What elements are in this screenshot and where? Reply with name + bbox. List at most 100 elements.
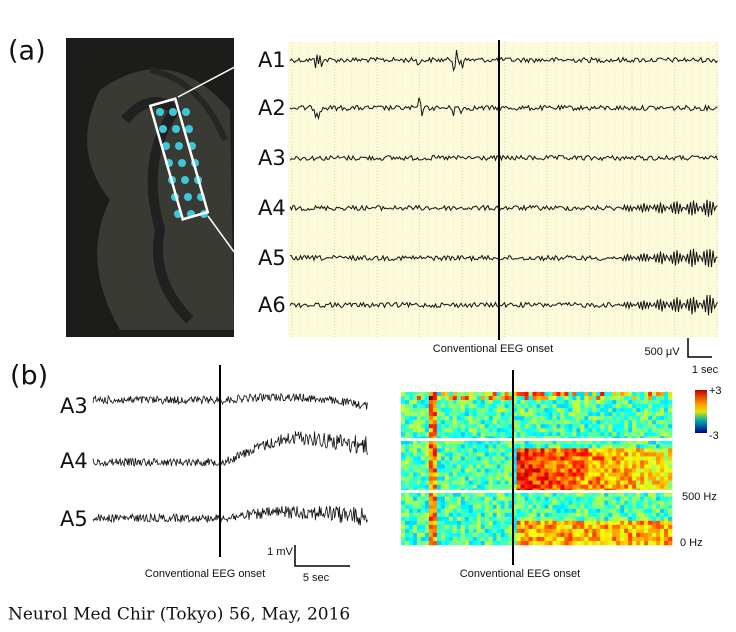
eeg-trace (289, 248, 718, 268)
spectrogram-cell (628, 524, 633, 530)
spectrogram-cell (612, 424, 617, 429)
spectrogram-cell (484, 440, 489, 445)
spectrogram-cell (512, 420, 517, 425)
spectrogram-cell (608, 468, 613, 473)
spectrogram-cell (508, 448, 513, 453)
spectrogram-cell (480, 444, 485, 449)
spectrogram-cell (508, 412, 513, 417)
spectrogram-cell (616, 440, 621, 445)
spectrogram-cell (612, 396, 617, 401)
spectrogram-cell (488, 516, 493, 522)
spectrogram-cell (616, 448, 621, 453)
spectrogram-cell (536, 448, 541, 453)
spectrogram-cell (524, 508, 529, 514)
spectrogram-cell (528, 524, 533, 530)
spectrogram-cell (652, 412, 657, 417)
spectrogram-cell (556, 444, 561, 449)
spectrogram-cell (440, 524, 446, 530)
spectrogram-cell (500, 440, 505, 445)
spectrogram-cell (588, 456, 593, 461)
spectrogram-cell (560, 484, 565, 489)
spectrogram-cell (612, 472, 617, 477)
spectrogram-cell (476, 496, 482, 502)
spectrogram-cell (512, 528, 517, 534)
spectrogram-cell (644, 432, 649, 437)
spectrogram-cell (480, 536, 485, 542)
spectrogram-cell (576, 428, 581, 433)
spectrogram-cell (640, 448, 645, 453)
spectrogram-cell (404, 472, 410, 477)
spectrogram-cell (552, 540, 557, 546)
spectrogram-cell (404, 456, 410, 461)
spectrogram-cell (644, 536, 649, 542)
spectrogram-cell (416, 448, 422, 453)
spectrogram-cell (544, 460, 549, 465)
spectrogram-cell (432, 456, 438, 461)
spectrogram-cell (476, 512, 482, 518)
spectrogram-cell (576, 400, 581, 405)
spectrogram-cell (560, 504, 565, 510)
spectrogram-cell (564, 472, 569, 477)
spectrogram-cell (620, 464, 625, 469)
spectrogram-cell (632, 452, 637, 457)
spectrogram-cell (468, 504, 474, 510)
spectrogram-cell (492, 540, 497, 546)
spectrogram-cell (664, 484, 669, 489)
spectrogram-cell (524, 428, 529, 433)
spectrogram-cell (444, 440, 450, 445)
spectrogram-cell (412, 444, 418, 449)
spectrogram-cell (656, 460, 661, 465)
spectrogram-cell (580, 440, 585, 445)
spectrogram-cell (472, 528, 478, 534)
spectrogram-cell (536, 512, 541, 518)
spectrogram-cell (584, 512, 589, 518)
spectrogram-cell (528, 532, 533, 538)
spectrogram-cell (592, 516, 597, 522)
spectrogram-cell (504, 504, 509, 510)
spectrogram-cell (484, 412, 489, 417)
spectrogram-cell (628, 404, 633, 409)
spectrogram-cell (600, 432, 605, 437)
spectrogram-cell (536, 524, 541, 530)
spectrogram-cell (624, 528, 629, 534)
spectrogram-cell (588, 428, 593, 433)
spectrogram-cell (644, 532, 649, 538)
spectrogram-cell (516, 412, 521, 417)
spectrogram-cell (532, 432, 537, 437)
spectrogram-cell (612, 420, 617, 425)
spectrogram-cell (576, 460, 581, 465)
spectrogram-cell (596, 536, 601, 542)
spectrogram-cell (488, 392, 493, 397)
spectrogram-cell (472, 452, 478, 457)
spectrogram-cell (480, 420, 485, 425)
spectrogram-cell (628, 516, 633, 522)
spectrogram-cell (600, 524, 605, 530)
spectrogram-cell (492, 428, 497, 433)
spectrogram-cell (448, 524, 454, 530)
spectrogram-cell (424, 512, 430, 518)
spectrogram-cell (508, 536, 513, 542)
spectrogram-cell (420, 536, 426, 542)
spectrogram-cell (616, 404, 621, 409)
spectrogram-cell (540, 520, 545, 526)
spectrogram-cell (520, 528, 525, 534)
spectrogram-cell (568, 524, 573, 530)
spectrogram-cell (444, 456, 450, 461)
spectrogram-cell (500, 404, 505, 409)
spectrogram-cell (444, 460, 450, 465)
spectrogram-cell (600, 428, 605, 433)
spectrogram-cell (480, 528, 485, 534)
spectrogram-cell (532, 512, 537, 518)
spectrogram-cell (656, 528, 661, 534)
spectrogram-cell (528, 472, 533, 477)
spectrogram-cell (520, 392, 525, 397)
spectrogram-cell (420, 508, 426, 514)
spectrogram-cell (588, 472, 593, 477)
spectrogram-cell (656, 428, 661, 433)
spectrogram-cell (644, 452, 649, 457)
spectrogram-cell (628, 416, 633, 421)
spectrogram-cell (404, 444, 410, 449)
spectrogram-cell (504, 420, 509, 425)
spectrogram-cell (552, 464, 557, 469)
spectrogram-cell (448, 420, 454, 425)
